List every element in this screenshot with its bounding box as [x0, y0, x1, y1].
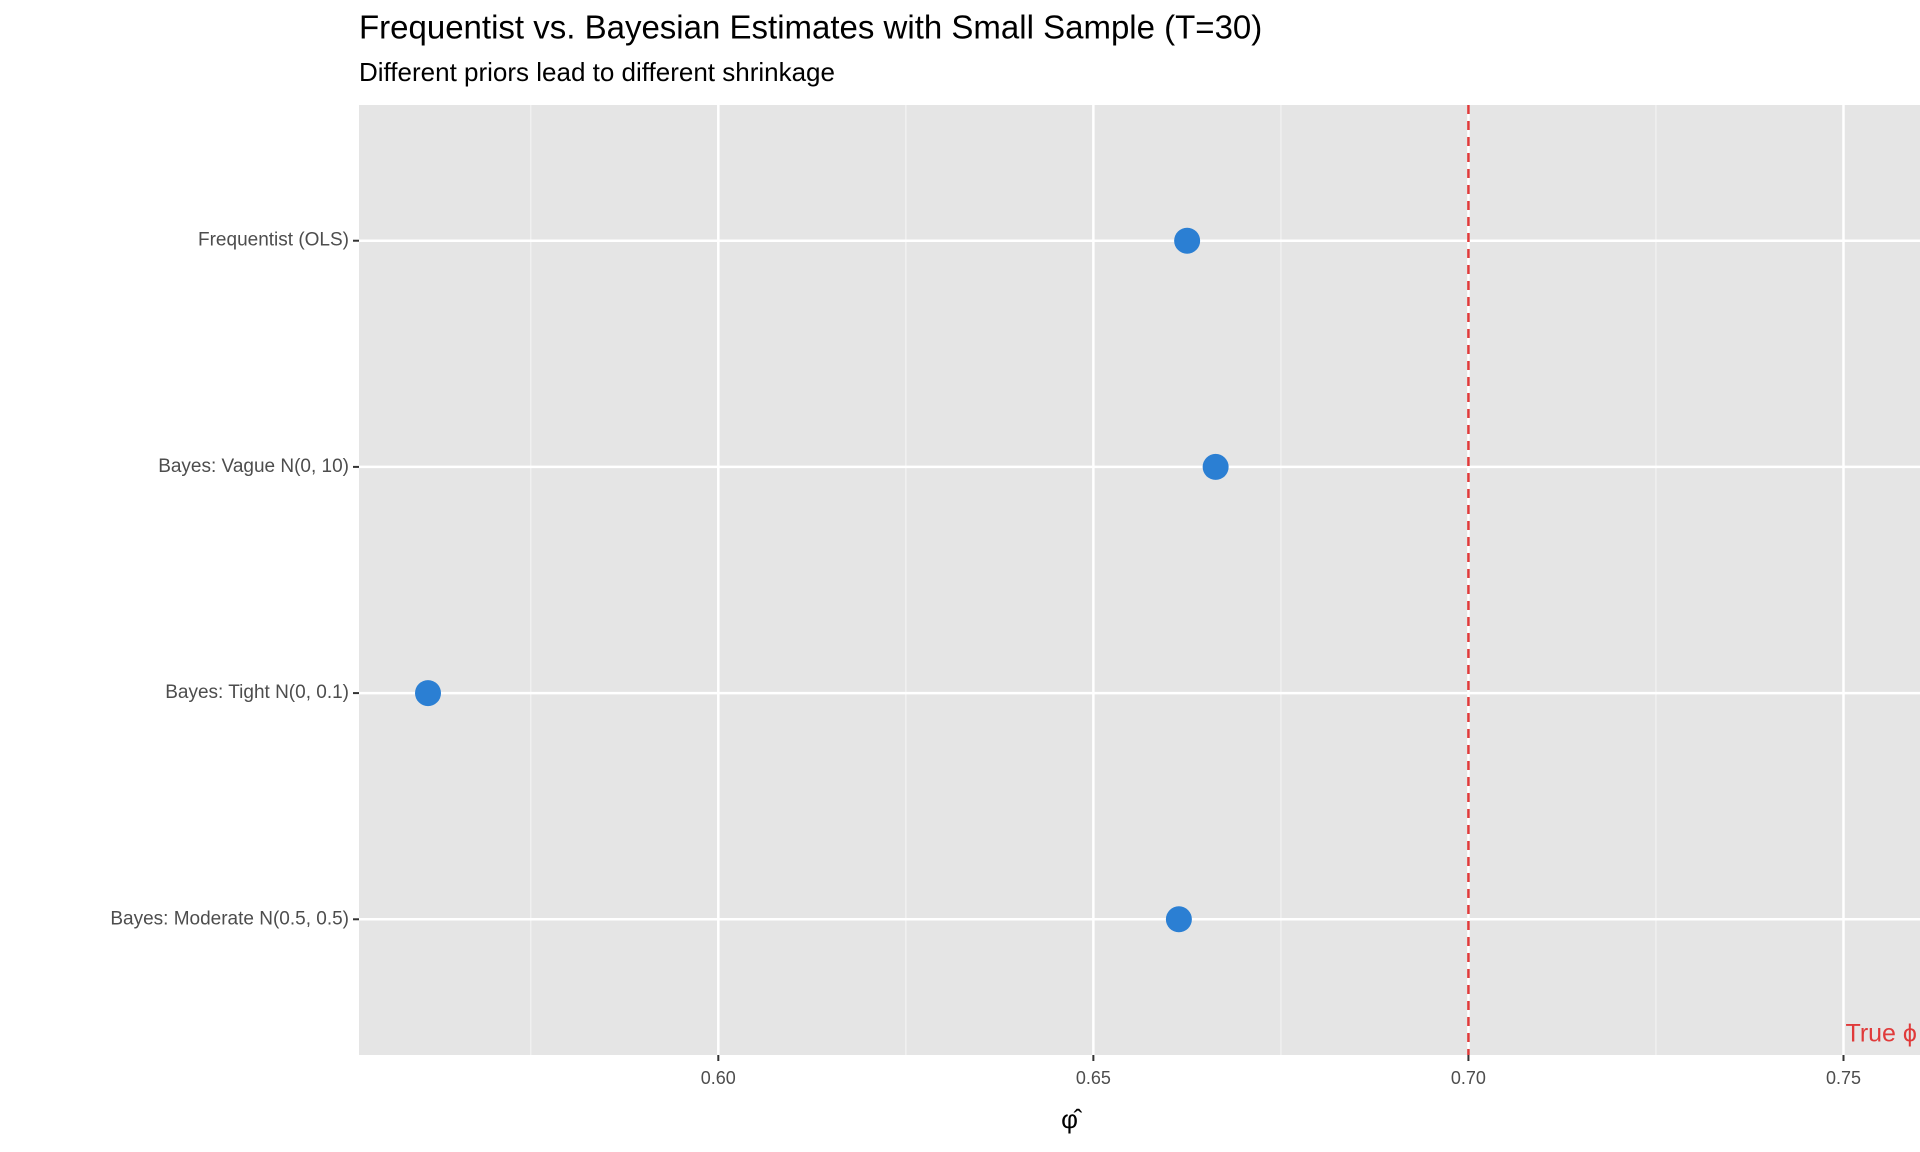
reference-label: True ϕ — [1845, 1020, 1916, 1048]
dot — [415, 680, 442, 707]
panel-background — [359, 105, 1920, 1055]
dot — [1174, 227, 1201, 254]
x-tick-label: 0.70 — [1451, 1068, 1486, 1088]
x-axis-label: φ̂ — [1061, 1104, 1083, 1134]
x-tick-label: 0.75 — [1826, 1068, 1861, 1088]
y-tick-label: Bayes: Moderate N(0.5, 0.5) — [110, 908, 349, 929]
chart-title: Frequentist vs. Bayesian Estimates with … — [359, 9, 1262, 46]
chart-subtitle: Different priors lead to different shrin… — [359, 57, 835, 87]
dot — [1165, 906, 1192, 933]
y-tick-label: Frequentist (OLS) — [198, 230, 349, 251]
dot — [1202, 453, 1229, 480]
y-tick-label: Bayes: Tight N(0, 0.1) — [165, 682, 349, 703]
y-tick-label: Bayes: Vague N(0, 10) — [158, 456, 349, 477]
x-tick-label: 0.60 — [701, 1068, 736, 1088]
panel: True ϕ — [359, 105, 1920, 1055]
x-tick-label: 0.65 — [1076, 1068, 1111, 1088]
